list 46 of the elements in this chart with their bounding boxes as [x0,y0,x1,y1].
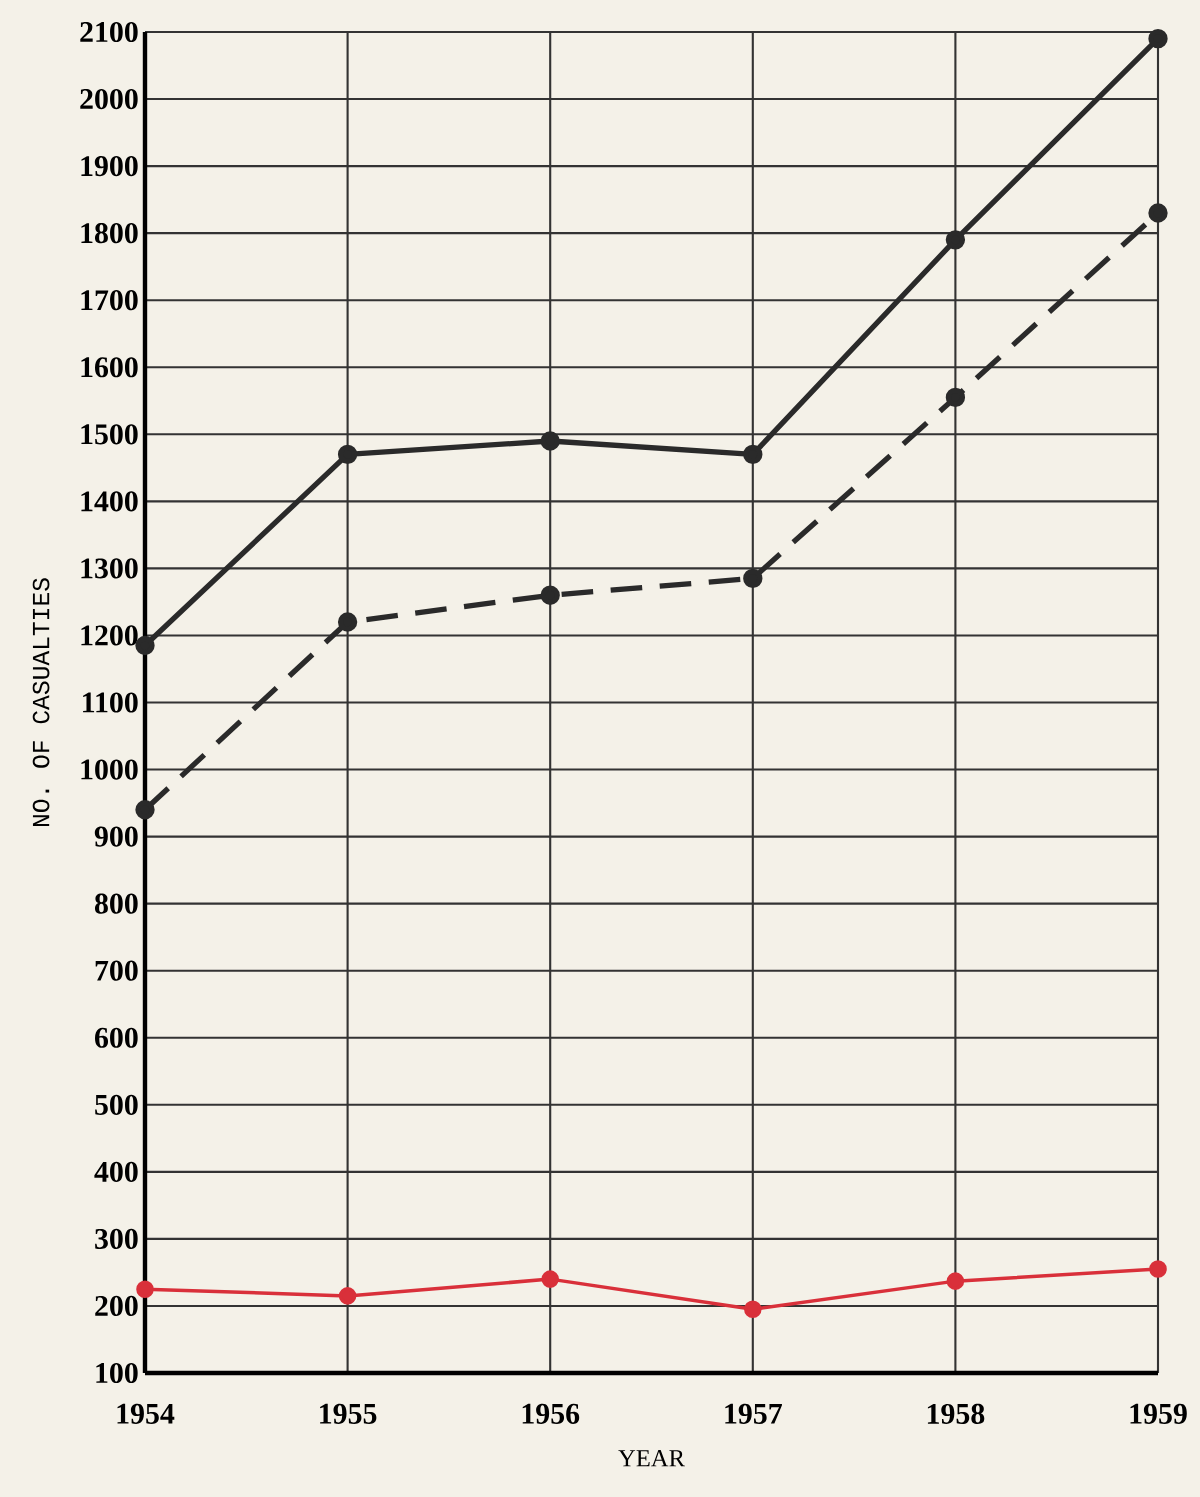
point [541,1270,559,1288]
y-tick-label: 1400 [81,491,138,512]
y-tick-label: 1800 [81,223,138,244]
y-tick-label: 500 [95,1094,138,1115]
y-tick-label: 700 [95,960,138,981]
x-tick-label: 1958 [927,1403,985,1424]
y-axis-title: NO. OF CASUALTIES [32,578,50,827]
y-tick-label: 1200 [81,625,138,646]
point [136,1280,154,1298]
point [337,444,358,465]
point [1148,203,1168,223]
x-tick-label: 1955 [320,1403,377,1424]
y-tick-label: 2000 [80,88,138,110]
x-tick-label: 1959 [1130,1403,1187,1424]
y-tick-label: 800 [94,893,138,914]
y-tick-label: 900 [94,826,138,847]
point [1149,1260,1167,1278]
point [540,585,560,605]
y-tick-label: 600 [95,1027,138,1048]
y-tick-label: 2100 [80,21,138,43]
y-tick-label: 1000 [81,759,138,780]
y-tick-label: 200 [95,1295,138,1317]
x-tick-label: 1956 [522,1403,580,1424]
y-tick-label: 1500 [81,424,138,445]
point [743,568,763,589]
point [744,1300,762,1319]
point [945,387,966,408]
y-tick-label: 400 [94,1161,138,1182]
point [135,800,155,820]
x-tick-label: 1957 [725,1403,782,1424]
y-tick-label: 300 [95,1228,138,1249]
y-tick-label: 1100 [83,692,138,713]
y-tick-label: 1600 [81,357,138,378]
y-tick-label: 1300 [81,558,138,579]
point [337,612,358,632]
point [743,444,763,465]
point [338,1287,357,1305]
y-tick-label: 1700 [81,290,138,311]
point [1148,29,1168,49]
point [945,230,966,250]
y-tick-label: 1900 [81,156,138,177]
point [946,1272,965,1290]
x-tick-label: 1954 [117,1403,175,1424]
point [540,431,560,451]
x-axis-title: YEAR [618,1450,685,1467]
y-tick-label: 100 [96,1362,138,1384]
